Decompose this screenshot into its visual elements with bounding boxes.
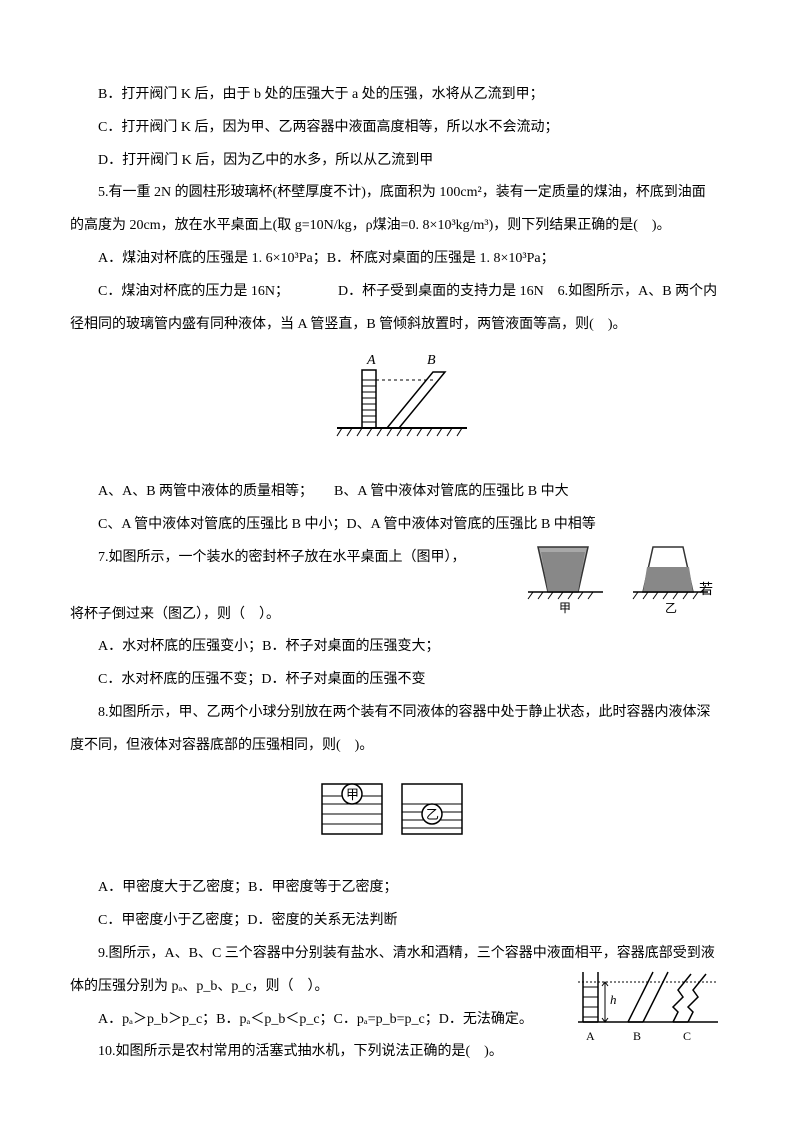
q5-option-d-q6: D．杯子受到桌面的支持力是 16N 6.如图所示，A、B 两个内	[338, 284, 717, 299]
q5-option-c: C．煤油对杯底的压力是 16N；	[98, 284, 282, 299]
fig6-label-b: B	[427, 353, 436, 368]
q6-stem-line2: 径相同的玻璃管内盛有同种液体，当 A 管竖直，B 管倾斜放置时，两管液面等高，则…	[70, 310, 723, 341]
q9-stem-line1: 9.图所示，A、B、C 三个容器中分别装有盐水、清水和酒精，三个容器中液面相平，…	[70, 939, 723, 970]
q5-stem-line2: 的高度为 20cm，放在水平桌面上(取 g=10N/kg，ρ煤油=0. 8×10…	[70, 211, 723, 242]
svg-text:A: A	[586, 1029, 595, 1043]
q4-option-c: C．打开阀门 K 后，因为甲、乙两容器中液面高度相等，所以水不会流动；	[70, 113, 723, 144]
svg-text:C: C	[683, 1029, 691, 1043]
q8-stem-line1: 8.如图所示，甲、乙两个小球分别放在两个装有不同液体的容器中处于静止状态，此时容…	[70, 698, 723, 729]
q8-option-c-d: C．甲密度小于乙密度；D．密度的关系无法判断	[70, 906, 723, 937]
q7-option-a-b: A．水对杯底的压强变小；B．杯子对桌面的压强变大；	[70, 632, 723, 663]
q4-option-b: B．打开阀门 K 后，由于 b 处的压强大于 a 处的压强，水将从乙流到甲；	[70, 80, 723, 111]
document-body: B．打开阀门 K 后，由于 b 处的压强大于 a 处的压强，水将从乙流到甲； C…	[70, 80, 723, 1070]
q5-stem-line1: 5.有一重 2N 的圆柱形玻璃杯(杯壁厚度不计)，底面积为 100cm²，装有一…	[70, 178, 723, 209]
q6-option-a-b: A、A、B 两管中液体的质量相等； B、A 管中液体对管底的压强比 B 中大	[70, 477, 723, 508]
fig6-label-a: A	[366, 353, 376, 368]
figure-q9: h A B C	[573, 962, 723, 1065]
q4-option-d: D．打开阀门 K 后，因为乙中的水多，所以从乙流到甲	[70, 146, 723, 177]
svg-text:B: B	[633, 1029, 641, 1043]
svg-text:甲: 甲	[559, 601, 571, 615]
q7-stem-1a: 7.如图所示，一个装水的密封杯子放在水平桌面上（图甲），	[98, 550, 466, 565]
q7-option-c-d: C．水对杯底的压强不变；D．杯子对桌面的压强不变	[70, 665, 723, 696]
q8-stem-line2: 度不同，但液体对容器底部的压强相同，则( )。	[70, 731, 723, 762]
svg-text:乙: 乙	[665, 601, 677, 615]
svg-text:乙: 乙	[426, 807, 439, 822]
svg-text:甲: 甲	[346, 787, 359, 802]
svg-text:h: h	[610, 992, 617, 1007]
q7-stem-1b: 若	[699, 576, 713, 607]
q8-option-a-b: A．甲密度大于乙密度；B．甲密度等于乙密度；	[70, 873, 723, 904]
figure-q6: A B	[70, 352, 723, 465]
figure-q7: 甲 乙	[523, 537, 723, 630]
q5-option-c-d-q6: C．煤油对杯底的压力是 16N； D．杯子受到桌面的支持力是 16N 6.如图所…	[70, 277, 723, 308]
q5-option-a-b: A．煤油对杯底的压强是 1. 6×10³Pa；B．杯底对桌面的压强是 1. 8×…	[70, 244, 723, 275]
figure-q8: 甲 乙	[70, 774, 723, 862]
